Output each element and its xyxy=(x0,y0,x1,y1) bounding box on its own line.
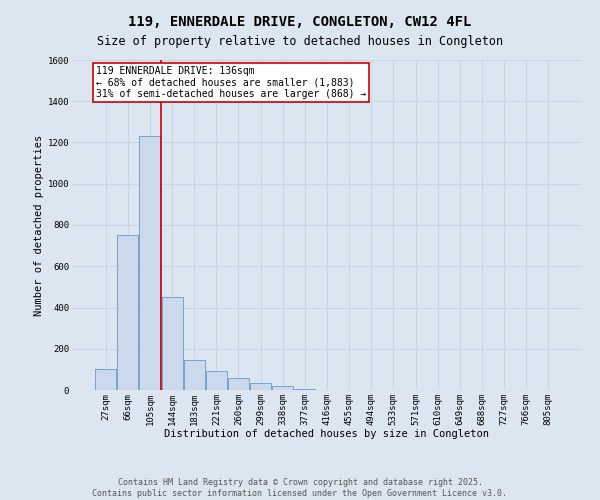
Bar xyxy=(228,378,249,390)
Bar xyxy=(139,136,160,390)
Bar xyxy=(206,372,227,390)
Bar xyxy=(184,360,205,390)
Text: 119, ENNERDALE DRIVE, CONGLETON, CW12 4FL: 119, ENNERDALE DRIVE, CONGLETON, CW12 4F… xyxy=(128,15,472,29)
Bar xyxy=(95,370,116,390)
Bar xyxy=(161,297,182,390)
X-axis label: Distribution of detached houses by size in Congleton: Distribution of detached houses by size … xyxy=(164,429,490,439)
Text: Size of property relative to detached houses in Congleton: Size of property relative to detached ho… xyxy=(97,35,503,48)
Text: 119 ENNERDALE DRIVE: 136sqm
← 68% of detached houses are smaller (1,883)
31% of : 119 ENNERDALE DRIVE: 136sqm ← 68% of det… xyxy=(96,66,366,100)
Bar xyxy=(295,389,316,390)
Y-axis label: Number of detached properties: Number of detached properties xyxy=(34,134,44,316)
Text: Contains HM Land Registry data © Crown copyright and database right 2025.
Contai: Contains HM Land Registry data © Crown c… xyxy=(92,478,508,498)
Bar xyxy=(272,386,293,390)
Bar xyxy=(118,236,139,390)
Bar xyxy=(250,383,271,390)
